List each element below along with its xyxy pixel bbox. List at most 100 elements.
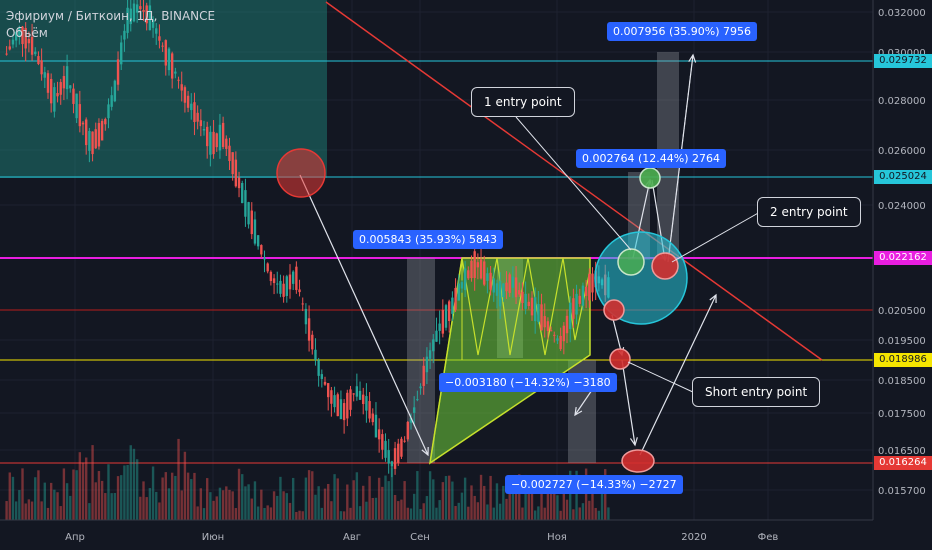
volume-bar [514, 476, 518, 520]
candle-body [435, 330, 438, 342]
candle-body [18, 27, 21, 38]
callout-line-2 [671, 211, 761, 263]
candle-body [85, 119, 88, 146]
candle-body [212, 131, 215, 155]
volume-bar [428, 471, 432, 520]
candle-body [190, 103, 193, 111]
candle-body [59, 82, 62, 95]
candle-body [8, 46, 11, 50]
volume-bar [56, 492, 59, 520]
volume-bar [352, 480, 355, 520]
candle-body [263, 257, 266, 260]
candle-body [508, 274, 511, 293]
candle-body [291, 271, 295, 284]
volume-bar [279, 476, 282, 520]
candle-body [100, 120, 104, 141]
candle-body [145, 5, 148, 24]
volume-bar [549, 477, 553, 520]
volume-bar [495, 483, 499, 520]
candle-body [311, 334, 314, 350]
volume-bar [457, 502, 460, 520]
volume-bar [59, 506, 62, 520]
candle-body [333, 395, 336, 408]
volume-bar [307, 470, 311, 520]
candle-body [88, 131, 91, 151]
volume-bar [218, 487, 222, 520]
volume-bar [78, 452, 82, 520]
candles [5, 0, 610, 478]
candle-body [14, 32, 18, 41]
volume-bar [467, 506, 470, 520]
candle-body [269, 271, 273, 282]
volume-bar [75, 470, 78, 520]
candle-body [123, 30, 126, 40]
measure-label[interactable]: 0.005843 (35.93%) 5843 [353, 230, 503, 249]
candle-body [120, 42, 123, 65]
annotation-callout[interactable]: Short entry point [692, 377, 821, 407]
volume-bar [158, 502, 161, 520]
volume-bar [155, 491, 158, 520]
candle-body [549, 330, 553, 332]
green-entry-1 [617, 248, 645, 276]
candle-body [285, 276, 288, 296]
candle-body [218, 124, 222, 151]
volume-bar [30, 501, 34, 520]
candle-body [24, 28, 27, 49]
y-tick-label: 0.018500 [878, 376, 926, 387]
candle-body [253, 219, 257, 244]
volume-bar [327, 483, 330, 520]
volume-bar [276, 495, 279, 520]
candle-body [432, 339, 435, 352]
red-short-entry [609, 348, 631, 370]
volume-bar [177, 438, 180, 520]
volume-bar [479, 474, 483, 520]
candle-body [381, 434, 384, 450]
volume-bar [381, 486, 384, 520]
y-tick-label: 0.032000 [878, 8, 926, 19]
candle-body [575, 293, 578, 315]
y-tick-label: 0.017500 [878, 409, 926, 420]
symbol-title[interactable]: Эфириум / Биткоин, 1Д, BINANCE [6, 9, 216, 23]
y-tick-label: 0.030000 [878, 48, 926, 59]
volume-bar [8, 472, 11, 520]
candle-body [349, 389, 352, 410]
volume-bar [164, 472, 167, 520]
candle-body [562, 325, 566, 342]
candle-body [448, 301, 451, 322]
candle-body [110, 95, 113, 107]
candle-body [307, 318, 311, 341]
candle-body [419, 386, 422, 389]
candle-body [441, 309, 445, 334]
y-tick-label: 0.024000 [878, 201, 926, 212]
callout-line-1 [515, 116, 632, 251]
measure-label[interactable]: −0.003180 (−14.32%) −3180 [439, 373, 617, 392]
candle-body [231, 152, 234, 175]
measure-label[interactable]: −0.002727 (−14.33%) −2727 [505, 475, 683, 494]
candle-body [116, 59, 120, 85]
measure-label[interactable]: 0.002764 (12.44%) 2764 [576, 149, 726, 168]
candle-body [543, 316, 546, 328]
volume-bar [94, 482, 97, 520]
candle-body [37, 56, 40, 65]
candle-body [56, 93, 59, 97]
volume-bar [170, 472, 174, 520]
volume-label[interactable]: Объём [6, 26, 48, 40]
volume-bar [432, 479, 435, 520]
annotation-callout[interactable]: 2 entry point [757, 197, 861, 227]
arrow-rebound-head [709, 293, 717, 304]
candle-body [272, 278, 276, 284]
volume-bar [291, 477, 295, 520]
arrow-small-head [574, 406, 583, 417]
volume-bar [540, 490, 543, 520]
volume-bar [406, 507, 409, 520]
candle-body [352, 393, 355, 395]
callout-line-3 [627, 361, 696, 394]
candle-body [390, 461, 394, 467]
candle-body [454, 288, 457, 310]
volume-bar [148, 488, 152, 520]
measure-label[interactable]: 0.007956 (35.90%) 7956 [607, 22, 757, 41]
volume-bar [285, 493, 288, 520]
annotation-callout[interactable]: 1 entry point [471, 87, 575, 117]
volume-bar [314, 494, 317, 520]
